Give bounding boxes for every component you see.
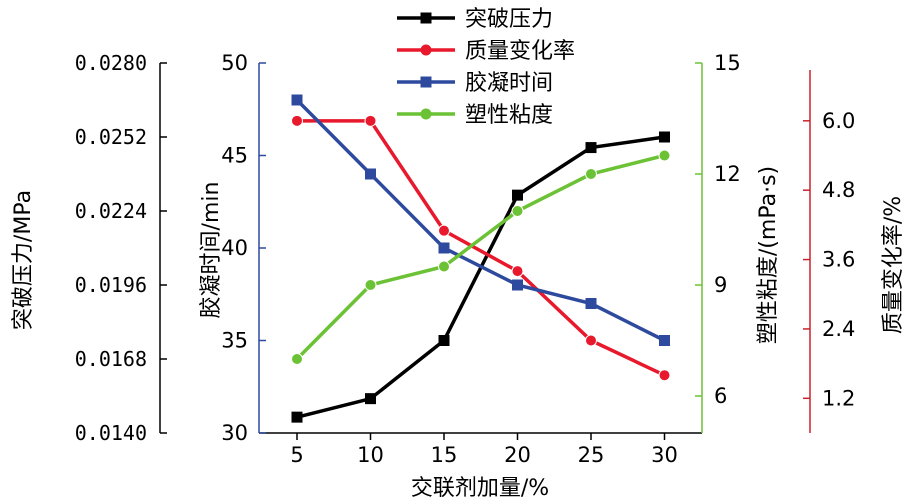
pressure-tick-label: 0.0224 xyxy=(75,199,147,223)
data-point xyxy=(291,353,303,365)
viscosity-tick-label: 6 xyxy=(714,384,727,408)
gel-time-tick-label: 45 xyxy=(221,144,248,168)
x-tick-label: 25 xyxy=(578,443,605,467)
series-line xyxy=(295,98,666,343)
pressure-tick-label: 0.0252 xyxy=(75,125,147,149)
viscosity-tick-label: 9 xyxy=(714,273,727,297)
gel-time-axis-title: 胶凝时间/min xyxy=(199,182,224,319)
data-point xyxy=(365,168,376,180)
series-3 xyxy=(291,94,670,346)
pressure-tick-label: 0.0280 xyxy=(75,51,147,75)
pressure-tick-label: 0.0168 xyxy=(75,347,147,371)
legend-label: 胶凝时间 xyxy=(465,71,553,96)
x-tick-label: 20 xyxy=(504,443,531,467)
legend-swatch-marker xyxy=(420,12,432,24)
x-ticks: 5 10 15 20 25 30 xyxy=(290,433,678,467)
data-point xyxy=(438,260,450,273)
legend-swatch-marker xyxy=(420,44,432,56)
data-point xyxy=(512,279,523,291)
pressure-axis-title: 突破压力/MPa xyxy=(11,190,36,330)
gel-time-tick-label: 35 xyxy=(221,329,248,353)
x-axis: 5 10 15 20 25 30 交联剂加量/% xyxy=(259,432,702,501)
viscosity-tick-label: 12 xyxy=(714,162,741,186)
data-point xyxy=(585,334,597,347)
data-point xyxy=(291,114,303,127)
data-point xyxy=(585,168,597,180)
data-point xyxy=(291,94,303,106)
gel-time-tick-label: 40 xyxy=(221,236,248,260)
series-line xyxy=(297,119,666,377)
viscosity-axis-title: 塑性粘度/(mPa·s) xyxy=(756,166,781,344)
mass-change-tick-label: 2.4 xyxy=(822,317,855,341)
data-point xyxy=(365,393,376,405)
data-point xyxy=(659,335,670,346)
data-point xyxy=(585,142,597,154)
pressure-tick-label: 0.0140 xyxy=(75,421,147,445)
x-axis-title: 交联剂加量/% xyxy=(411,476,549,501)
legend-label: 质量变化率 xyxy=(465,39,575,64)
series-2 xyxy=(291,114,671,382)
gel-time-tick-label: 30 xyxy=(221,421,248,445)
data-point xyxy=(512,189,523,201)
legend-swatch-marker xyxy=(420,76,432,88)
data-point xyxy=(364,279,377,291)
data-point xyxy=(438,335,450,346)
data-point xyxy=(364,114,377,127)
legend-label: 突破压力 xyxy=(465,7,553,32)
legend-swatch-marker xyxy=(420,108,432,120)
x-tick-label: 10 xyxy=(357,443,384,467)
mass-change-tick-label: 1.2 xyxy=(822,386,855,410)
data-point xyxy=(658,369,671,382)
viscosity-tick-label: 15 xyxy=(714,51,741,75)
axis-ticks: 0.0140 0.0168 0.0196 0.0224 0.0252 0.0280 30 35… xyxy=(75,51,856,445)
mass-change-tick-label: 3.6 xyxy=(822,248,855,272)
pressure-tick-label: 0.0196 xyxy=(75,273,147,297)
data-point xyxy=(659,131,670,143)
x-tick-label: 5 xyxy=(290,443,303,467)
series-layer xyxy=(291,94,671,423)
mass-change-tick-label: 4.8 xyxy=(822,178,855,202)
series-line xyxy=(295,153,665,361)
data-point xyxy=(511,265,524,278)
series-line xyxy=(296,135,665,419)
legend-label: 塑性粘度 xyxy=(465,103,553,128)
data-point xyxy=(511,205,524,217)
data-point xyxy=(585,298,597,309)
gel-time-tick-label: 50 xyxy=(221,51,248,75)
series-4 xyxy=(291,149,671,365)
mass-change-axis-title: 质量变化率/% xyxy=(881,196,906,334)
data-point xyxy=(291,411,303,423)
mass-change-tick-label: 6.0 xyxy=(822,109,855,133)
series-1 xyxy=(291,131,670,423)
x-tick-label: 15 xyxy=(431,443,458,467)
data-point xyxy=(658,149,671,162)
data-point xyxy=(438,242,450,254)
data-point xyxy=(438,224,450,237)
x-tick-label: 30 xyxy=(651,443,678,467)
